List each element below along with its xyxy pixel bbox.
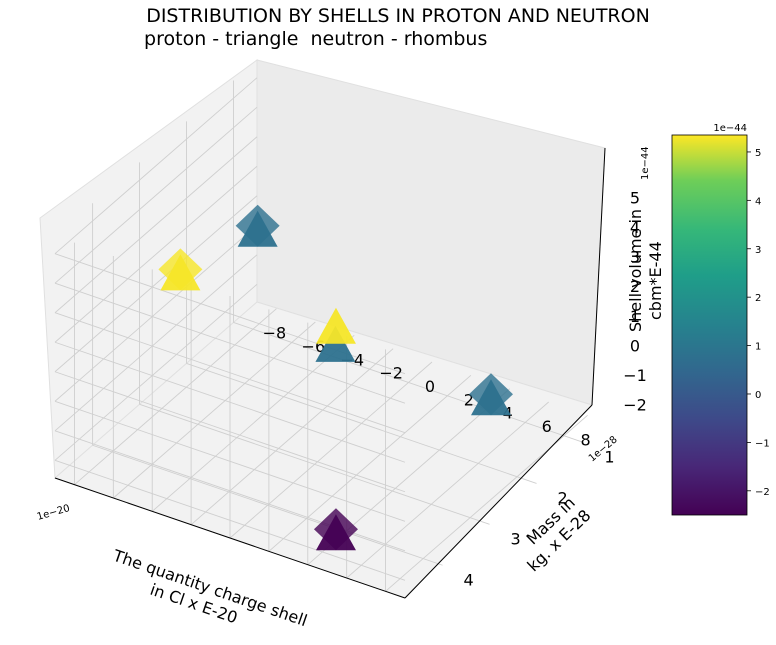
z-tick-label: 4 xyxy=(630,218,640,237)
colorbar-scale-label: 1e−44 xyxy=(713,123,747,134)
x-axis-label: The quantity charge shell in Cl x E-20 xyxy=(110,545,310,630)
gridline xyxy=(233,322,584,443)
y-axis-ticks: 1 2 3 4 xyxy=(463,447,614,589)
gridline xyxy=(54,459,406,581)
x-scale-label: 1e−20 xyxy=(36,503,71,523)
z-tick-label: 1 xyxy=(630,307,640,326)
proton-triangle-point xyxy=(315,307,356,344)
x-tick-label: 8 xyxy=(580,430,590,449)
z-axis-ticks: −2 −1 0 1 2 3 4 5 xyxy=(623,189,647,415)
colorbar-tick-label: 1 xyxy=(755,342,761,353)
x-tick-label: −8 xyxy=(263,324,287,343)
z-axis-label: Shell volume in cbm*E-44 xyxy=(626,209,665,332)
z-tick-label: 5 xyxy=(630,189,640,208)
gridline xyxy=(74,308,277,486)
gridline xyxy=(186,362,537,484)
z-tick-label: −2 xyxy=(623,395,647,414)
z-tick-label: 2 xyxy=(630,277,640,296)
axis-lines xyxy=(54,147,606,599)
proton-triangle-point xyxy=(237,210,278,247)
gridline xyxy=(346,401,549,579)
proton-triangle-point xyxy=(470,379,511,416)
gridline xyxy=(268,374,472,552)
x-tick-label: 6 xyxy=(542,417,552,436)
z-tick-label: 3 xyxy=(630,248,640,267)
colorbar xyxy=(671,134,748,516)
y-tick-label: 2 xyxy=(557,488,567,507)
gridline xyxy=(190,348,394,526)
gridline xyxy=(54,341,406,463)
gridline xyxy=(54,136,258,314)
gridline xyxy=(54,77,258,255)
gridline xyxy=(54,312,406,434)
data-points xyxy=(158,204,513,551)
gridline xyxy=(151,334,355,512)
proton-triangle-point xyxy=(315,514,356,551)
z-tick-label: −1 xyxy=(623,366,647,385)
gridline xyxy=(92,444,443,566)
colorbar-tick-label: 4 xyxy=(755,196,761,207)
gridline xyxy=(139,403,490,525)
gridline xyxy=(54,282,406,404)
gridline xyxy=(54,254,258,432)
colorbar-tick-label: −2 xyxy=(755,487,770,498)
x-tick-label: 0 xyxy=(425,377,435,396)
y-tick-label: 1 xyxy=(604,447,614,466)
z-scale-label: 1e−44 xyxy=(640,146,651,180)
y-scale-label: 1e−28 xyxy=(587,434,620,464)
x-tick-label: 2 xyxy=(464,390,474,409)
gridlines xyxy=(54,77,588,592)
x-tick-label: −2 xyxy=(379,364,403,383)
gridline xyxy=(54,283,258,461)
gridline xyxy=(54,106,258,284)
y-tick-label: 3 xyxy=(510,529,520,548)
svg-text:cbm*E-44: cbm*E-44 xyxy=(646,241,665,320)
gridline xyxy=(229,361,433,539)
colorbar-tick-label: 5 xyxy=(755,148,761,159)
gridline xyxy=(54,165,258,343)
chart-subtitle: proton - triangle neutron - rhombus xyxy=(138,28,487,50)
gridline xyxy=(113,321,316,499)
gridline xyxy=(54,224,258,402)
colorbar-tick-label: 3 xyxy=(755,245,761,256)
y-axis-label: Mass in kg. x E-28 xyxy=(523,493,595,575)
gridline xyxy=(54,195,258,373)
colorbar-tick-label: 0 xyxy=(755,390,761,401)
gridline xyxy=(54,371,406,493)
proton-triangle-point xyxy=(315,325,356,362)
svg-text:Shell volume in: Shell volume in xyxy=(626,209,645,332)
colorbar-tick-label: 2 xyxy=(755,293,761,304)
chart-title: DISTRIBUTION BY SHELLS IN PROTON AND NEU… xyxy=(146,5,650,27)
z-tick-label: 0 xyxy=(630,336,640,355)
colorbar-tick-label: −1 xyxy=(755,438,770,449)
y-tick-label: 4 xyxy=(463,570,473,589)
colorbar-ticks: −2 −1 0 1 2 3 4 5 xyxy=(747,148,770,498)
proton-triangle-point xyxy=(160,254,201,291)
gridline xyxy=(54,400,406,522)
